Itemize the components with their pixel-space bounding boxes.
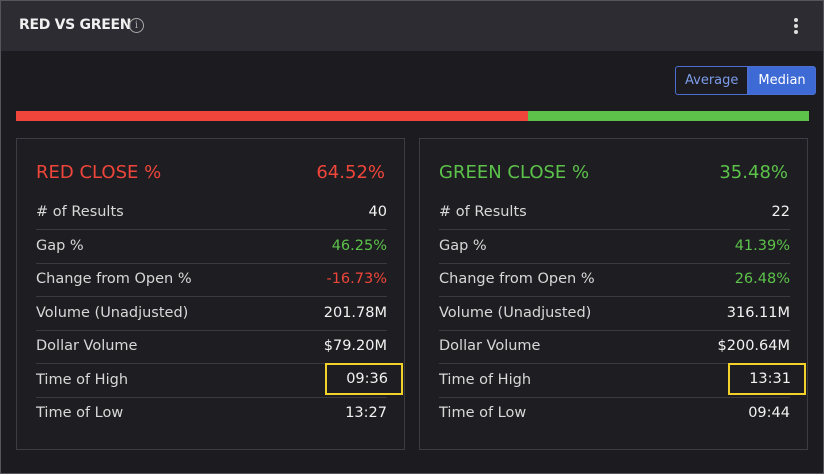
stat-value: $200.64M — [717, 338, 790, 354]
card-title: GREEN CLOSE % — [439, 162, 590, 183]
stat-label: # of Results — [439, 204, 527, 220]
card-title: RED CLOSE % — [36, 162, 162, 183]
stat-value: 09:36 — [325, 362, 403, 395]
stat-row: Change from Open % 26.48% — [439, 263, 790, 297]
header: RED VS GREEN i — [1, 1, 823, 51]
card-value: 35.48% — [719, 162, 788, 183]
stat-value: 316.11M — [726, 304, 790, 321]
stat-label: # of Results — [36, 204, 124, 220]
toggle: Average Median — [675, 66, 816, 95]
toggle-option[interactable]: Average — [675, 66, 749, 95]
stat-label: Time of High — [36, 371, 129, 388]
stat-value: 41.39% — [734, 237, 790, 254]
ratio-segment — [16, 111, 528, 121]
card-value: 64.52% — [316, 162, 385, 183]
stat-value: 22 — [771, 204, 790, 220]
stat-label: Change from Open % — [36, 271, 192, 287]
stat-label: Volume (Unadjusted) — [439, 304, 592, 321]
ratio-bar — [16, 111, 809, 121]
stat-row: Dollar Volume $200.64M — [439, 330, 790, 364]
stat-card: RED CLOSE % 64.52% # of Results 40 Gap % 46.2… — [16, 138, 405, 450]
stat-label: Change from Open % — [439, 271, 595, 287]
stat-value: 13:27 — [345, 405, 387, 421]
stat-label: Gap % — [439, 237, 487, 254]
info-icon[interactable]: i — [129, 18, 144, 33]
stat-value: 09:44 — [748, 405, 790, 421]
stat-row: Time of Low 09:44 — [439, 397, 790, 430]
stat-label: Dollar Volume — [439, 338, 541, 354]
stat-value: 26.48% — [734, 271, 790, 287]
stat-row: Time of High 13:31 — [439, 362, 806, 398]
stat-label: Time of Low — [36, 405, 124, 421]
panel-title: RED VS GREEN — [19, 17, 132, 33]
stat-value: 46.25% — [331, 237, 387, 254]
stat-row: # of Results 40 — [36, 196, 387, 230]
stat-row: Dollar Volume $79.20M — [36, 330, 387, 364]
stat-row: Time of High 09:36 — [36, 362, 403, 398]
stat-label: Time of Low — [439, 405, 527, 421]
toggle-option[interactable]: Median — [748, 66, 816, 95]
stat-row: Volume (Unadjusted) 201.78M — [36, 297, 387, 331]
menu-button[interactable] — [794, 18, 798, 36]
stat-label: Gap % — [36, 237, 84, 254]
stat-label: Time of High — [439, 371, 532, 388]
stat-value: $79.20M — [323, 338, 387, 354]
stat-label: Dollar Volume — [36, 338, 138, 354]
stat-label: Volume (Unadjusted) — [36, 304, 189, 321]
stat-card: GREEN CLOSE % 35.48% # of Results 22 Gap % 41… — [419, 138, 808, 450]
stat-row: Change from Open % -16.73% — [36, 263, 387, 297]
stat-value: 13:31 — [728, 362, 806, 395]
stat-row: # of Results 22 — [439, 196, 790, 230]
ratio-segment — [527, 111, 809, 121]
stat-row: Time of Low 13:27 — [36, 397, 387, 430]
stat-value: 40 — [368, 204, 387, 220]
stat-row: Gap % 46.25% — [36, 230, 387, 264]
stat-value: 201.78M — [323, 304, 387, 321]
stat-value: -16.73% — [326, 271, 387, 287]
stat-row: Volume (Unadjusted) 316.11M — [439, 297, 790, 331]
stat-row: Gap % 41.39% — [439, 230, 790, 264]
